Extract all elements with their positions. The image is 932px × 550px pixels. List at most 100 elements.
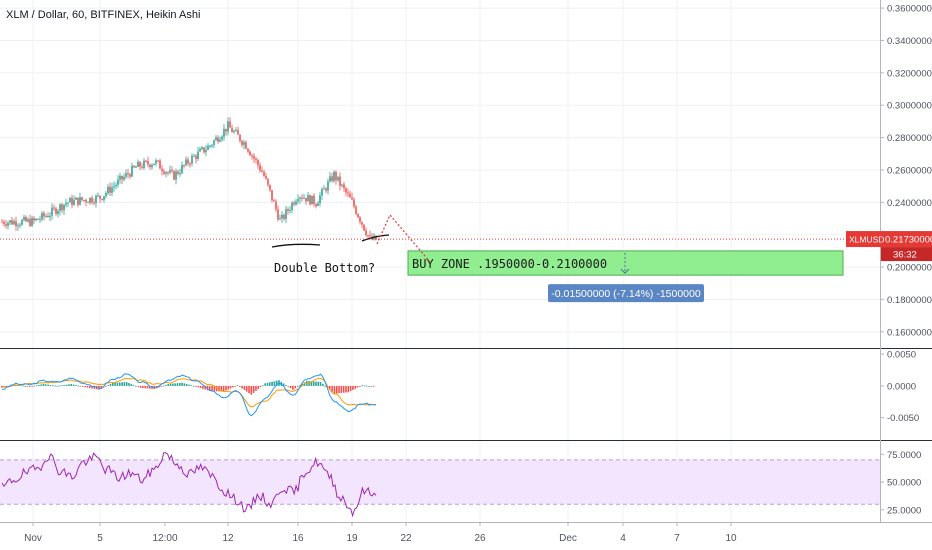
candle-body [183, 164, 185, 166]
candle-body [335, 171, 337, 181]
candle-body [209, 145, 211, 147]
macd-hist-bar [245, 385, 248, 392]
candle-body [41, 212, 43, 220]
candle-body [235, 130, 237, 132]
projection-path [376, 213, 431, 263]
candle-body [121, 175, 123, 180]
candle-body [277, 209, 279, 220]
candle-body [289, 210, 291, 212]
candle-body [325, 188, 327, 191]
macd-hist-bar [285, 384, 287, 386]
candle-body [125, 173, 127, 177]
macd-hist-bar [312, 381, 315, 386]
candle-body [255, 158, 257, 160]
macd-hist-bar [317, 381, 320, 386]
candle-body [271, 190, 273, 201]
macd-hist-bar [296, 385, 299, 387]
time-tick-label: 12:00 [152, 533, 177, 544]
candle-body [293, 202, 295, 205]
candle-body [265, 176, 267, 179]
candle-body [63, 204, 65, 211]
candle-body [213, 140, 215, 146]
candle-body [355, 206, 357, 215]
candle-body [109, 186, 111, 193]
macd-hist-bar [144, 385, 146, 389]
macd-hist-bar [271, 381, 273, 386]
macd-hist-bar [68, 384, 70, 386]
time-tick-label: Dec [559, 533, 577, 544]
candle-body [237, 130, 239, 135]
candle-body [145, 160, 147, 162]
macd-hist-bar [315, 381, 317, 386]
candle-body [117, 179, 119, 185]
macd-hist-bar [225, 385, 227, 391]
macd-line [1, 373, 377, 417]
candle-body [221, 136, 223, 140]
macd-hist-bar [139, 385, 142, 388]
double-bottom-arc-left [271, 243, 321, 248]
macd-hist-bar [370, 385, 373, 387]
macd-hist-bar [116, 382, 119, 386]
candle-body [35, 218, 37, 221]
macd-hist-bar [91, 385, 93, 389]
macd-hist-bar [130, 384, 133, 386]
candle-body [309, 195, 311, 205]
candle-body [29, 219, 31, 226]
candle-body [101, 198, 103, 200]
time-tick-label: 22 [400, 533, 412, 544]
macd-hist-bar [222, 385, 225, 392]
macd-tick-label: 0.0000 [887, 381, 916, 392]
measure-label: -0.01500000 (-7.14%) -1500000 [551, 288, 701, 300]
candle-body [313, 195, 315, 205]
macd-hist-bar [257, 385, 260, 390]
current-price-label: 0.21730000 [885, 235, 932, 246]
candle-body [315, 204, 317, 207]
candle-body [133, 165, 135, 168]
candle-body [287, 209, 289, 211]
macd-hist-bar [35, 385, 38, 387]
macd-hist-bar [218, 385, 220, 392]
candle-body [225, 128, 227, 132]
macd-hist-bar [204, 385, 206, 390]
macd-hist-bar [84, 385, 86, 388]
candle-body [105, 193, 107, 197]
time-tick-label: 12 [222, 533, 234, 544]
macd-hist-bar [211, 385, 213, 392]
candle-body [247, 148, 249, 152]
candle-body [327, 181, 329, 191]
macd-hist-bar [19, 385, 22, 387]
candle-body [39, 219, 41, 221]
candle-body [119, 175, 121, 180]
macd-hist-bar [33, 385, 36, 387]
macd-hist-bar [310, 381, 313, 386]
current-price-badge [846, 231, 932, 248]
candle-body [233, 131, 235, 133]
candle-body [113, 186, 115, 188]
macd-hist-bar [47, 384, 49, 386]
macd-hist-bar [347, 385, 350, 393]
measure-badge [548, 284, 704, 303]
candle-body [31, 218, 33, 226]
candle-body [93, 202, 95, 204]
macd-hist-bar [195, 385, 197, 387]
candle-body [79, 197, 81, 205]
candle-body [193, 155, 195, 157]
macd-hist-bar [105, 385, 107, 387]
candle-body [179, 173, 181, 175]
candle-body [195, 155, 197, 159]
macd-hist-bar [167, 384, 170, 386]
candle-body [59, 204, 61, 211]
macd-hist-bar [21, 385, 24, 387]
time-tick-label: 19 [346, 533, 358, 544]
candle-body [269, 184, 271, 191]
candle-body [347, 192, 349, 194]
macd-hist-bar [31, 385, 33, 387]
macd-hist-bar [255, 385, 257, 391]
macd-hist-bar [250, 385, 253, 395]
macd-hist-bar [172, 383, 174, 386]
candle-body [339, 176, 341, 186]
candle-body [211, 145, 213, 147]
candle-body [365, 230, 367, 236]
